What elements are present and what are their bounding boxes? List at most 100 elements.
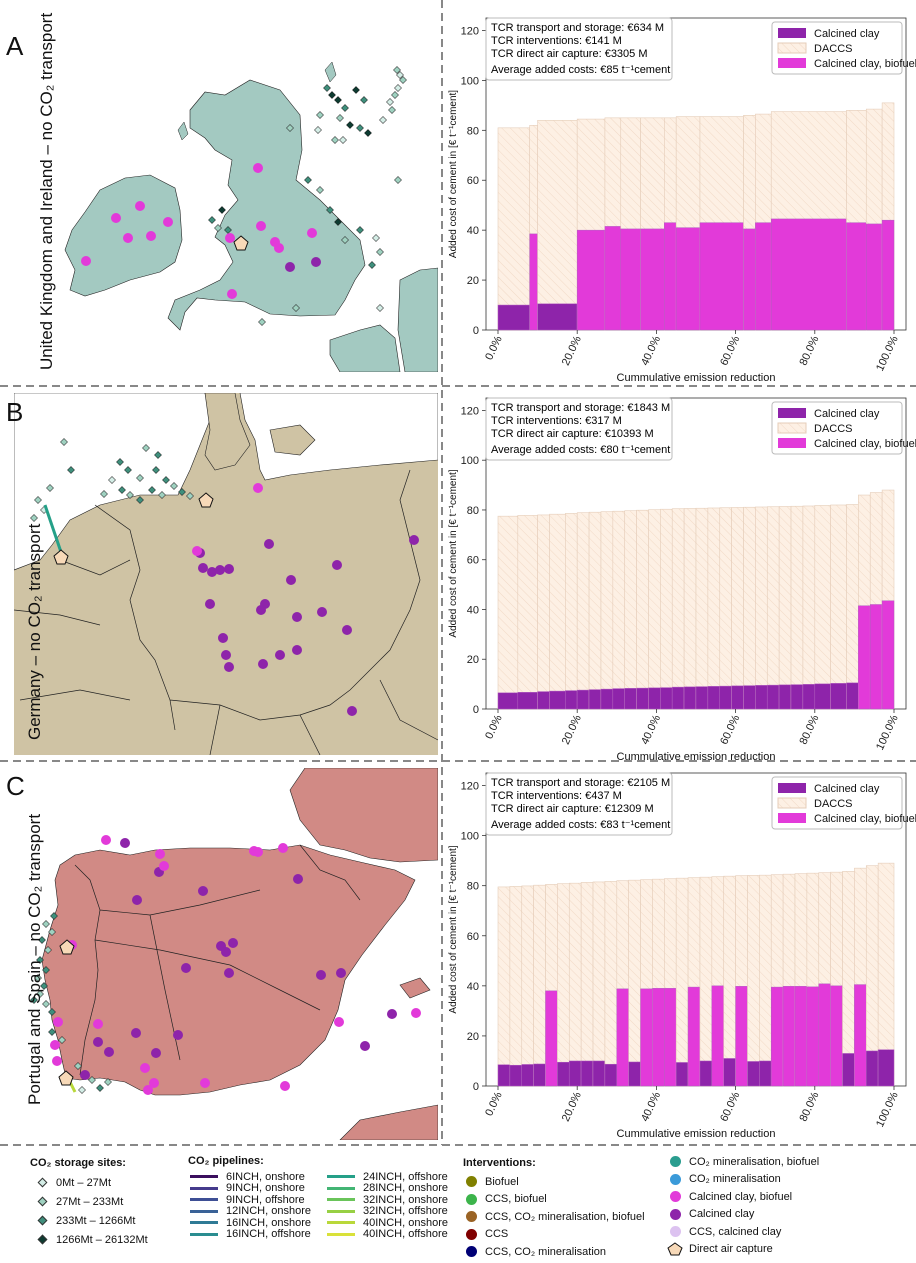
calcined-clay-biofuel-marker[interactable] [143,1085,153,1095]
dac-marker-de-2[interactable] [53,549,69,565]
storage-site-marker[interactable] [331,136,339,144]
storage-site-marker[interactable] [316,111,324,119]
storage-site-marker[interactable] [34,496,42,504]
calcined-clay-biofuel-marker[interactable] [278,843,288,853]
calcined-clay-biofuel-marker[interactable] [200,1078,210,1088]
calcined-clay-biofuel-marker[interactable] [280,1081,290,1091]
storage-site-marker[interactable] [126,491,134,499]
storage-site-marker[interactable] [376,248,384,256]
calcined-clay-biofuel-marker[interactable] [253,847,263,857]
storage-site-marker[interactable] [136,474,144,482]
dac-marker-uk[interactable] [233,235,249,251]
calcined-clay-biofuel-marker[interactable] [93,1019,103,1029]
calcined-clay-marker[interactable] [256,605,266,615]
storage-site-marker[interactable] [214,224,222,232]
dac-marker-es-1[interactable] [59,939,75,955]
calcined-clay-biofuel-marker[interactable] [123,233,133,243]
calcined-clay-biofuel-marker[interactable] [159,861,169,871]
dac-marker-de-1[interactable] [198,492,214,508]
calcined-clay-biofuel-marker[interactable] [334,1017,344,1027]
storage-site-marker[interactable] [44,946,52,954]
storage-site-marker[interactable] [388,106,396,114]
dac-marker-es-2[interactable] [58,1070,74,1086]
calcined-clay-biofuel-marker[interactable] [307,228,317,238]
calcined-clay-marker[interactable] [292,645,302,655]
storage-site-marker[interactable] [158,491,166,499]
calcined-clay-marker[interactable] [132,895,142,905]
storage-site-marker[interactable] [58,1036,66,1044]
storage-site-marker[interactable] [48,928,56,936]
calcined-clay-marker[interactable] [285,262,295,272]
storage-site-marker[interactable] [356,226,364,234]
calcined-clay-marker[interactable] [264,539,274,549]
calcined-clay-biofuel-marker[interactable] [146,231,156,241]
storage-site-marker[interactable] [394,176,402,184]
storage-site-marker[interactable] [364,129,372,137]
storage-site-marker[interactable] [67,466,75,474]
calcined-clay-marker[interactable] [205,599,215,609]
calcined-clay-marker[interactable] [347,706,357,716]
storage-site-marker[interactable] [393,66,401,74]
calcined-clay-marker[interactable] [292,612,302,622]
storage-site-marker[interactable] [46,484,54,492]
storage-site-marker[interactable] [292,304,300,312]
calcined-clay-marker[interactable] [224,968,234,978]
calcined-clay-marker[interactable] [342,625,352,635]
calcined-clay-marker[interactable] [215,565,225,575]
calcined-clay-marker[interactable] [360,1041,370,1051]
calcined-clay-biofuel-marker[interactable] [111,213,121,223]
storage-site-marker[interactable] [346,121,354,129]
calcined-clay-biofuel-marker[interactable] [50,1040,60,1050]
calcined-clay-biofuel-marker[interactable] [81,256,91,266]
storage-site-marker[interactable] [372,234,380,242]
calcined-clay-biofuel-marker[interactable] [155,849,165,859]
storage-site-marker[interactable] [339,136,347,144]
calcined-clay-marker[interactable] [286,575,296,585]
calcined-clay-marker[interactable] [387,1009,397,1019]
storage-site-marker[interactable] [326,206,334,214]
storage-site-marker[interactable] [38,936,46,944]
storage-site-marker[interactable] [360,96,368,104]
storage-site-marker[interactable] [328,91,336,99]
calcined-clay-marker[interactable] [228,938,238,948]
storage-site-marker[interactable] [162,476,170,484]
storage-site-marker[interactable] [258,318,266,326]
calcined-clay-marker[interactable] [104,1047,114,1057]
calcined-clay-biofuel-marker[interactable] [227,289,237,299]
storage-site-marker[interactable] [42,920,50,928]
storage-site-marker[interactable] [356,124,364,132]
storage-site-marker[interactable] [116,458,124,466]
storage-site-marker[interactable] [399,76,407,84]
storage-site-marker[interactable] [118,486,126,494]
storage-site-marker[interactable] [142,444,150,452]
calcined-clay-biofuel-marker[interactable] [135,201,145,211]
calcined-clay-marker[interactable] [198,886,208,896]
calcined-clay-biofuel-marker[interactable] [52,1056,62,1066]
storage-site-marker[interactable] [148,486,156,494]
storage-site-marker[interactable] [30,996,38,1004]
calcined-clay-biofuel-marker[interactable] [253,163,263,173]
calcined-clay-biofuel-marker[interactable] [192,546,202,556]
calcined-clay-biofuel-marker[interactable] [274,243,284,253]
calcined-clay-biofuel-marker[interactable] [149,1078,159,1088]
calcined-clay-biofuel-marker[interactable] [140,1063,150,1073]
calcined-clay-marker[interactable] [120,838,130,848]
calcined-clay-biofuel-marker[interactable] [256,221,266,231]
calcined-clay-marker[interactable] [275,650,285,660]
storage-site-marker[interactable] [170,482,178,490]
storage-site-marker[interactable] [396,71,404,79]
calcined-clay-biofuel-marker[interactable] [411,1008,421,1018]
storage-site-marker[interactable] [74,1062,82,1070]
storage-site-marker[interactable] [334,218,342,226]
storage-site-marker[interactable] [316,186,324,194]
calcined-clay-marker[interactable] [198,563,208,573]
storage-site-marker[interactable] [154,451,162,459]
storage-site-marker[interactable] [96,1084,104,1092]
storage-site-marker[interactable] [304,176,312,184]
storage-site-marker[interactable] [42,966,50,974]
storage-site-marker[interactable] [391,91,399,99]
storage-site-marker[interactable] [224,226,232,234]
calcined-clay-marker[interactable] [311,257,321,267]
calcined-clay-marker[interactable] [93,1037,103,1047]
calcined-clay-marker[interactable] [258,659,268,669]
